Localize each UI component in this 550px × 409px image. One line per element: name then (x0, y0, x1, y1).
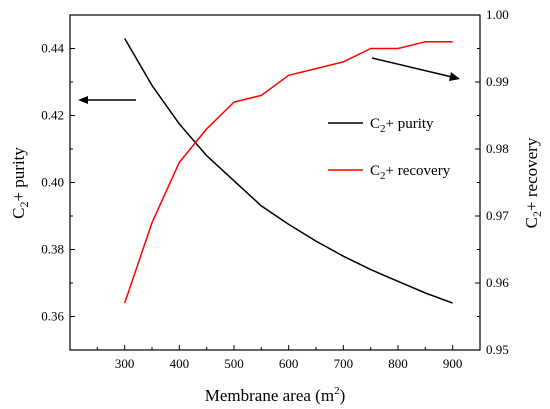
legend-label-purity: C2+ purity (370, 116, 434, 135)
left-y-tick-label: 0.44 (41, 41, 64, 56)
right-y-axis-ticks: 0.95 0.96 0.97 0.98 0.99 1.00 (475, 7, 509, 357)
legend-recovery-sub: 2 (380, 170, 386, 182)
axis-arrows (78, 57, 460, 104)
plot-frame (69, 14, 481, 351)
left-y-axis-label: C2+ purity (9, 147, 31, 219)
left-y-tick-label: 0.40 (41, 175, 64, 190)
left-y-axis-ticks: 0.36 0.38 0.40 0.42 0.44 (41, 14, 75, 351)
left-y-tick-label: 0.38 (41, 242, 64, 257)
left-arrow-head (78, 96, 88, 104)
legend: C2+ purity C2+ recovery (328, 116, 451, 182)
plot-area-border (69, 14, 481, 351)
x-tick-label: 300 (115, 356, 135, 371)
right-y-tick-label: 0.98 (486, 141, 509, 156)
right-y-label-sub: 2 (530, 211, 544, 217)
right-y-tick-label: 0.95 (486, 342, 509, 357)
right-y-tick-label: 0.97 (486, 208, 509, 223)
x-tick-label: 400 (170, 356, 190, 371)
series-layer (123, 38, 453, 304)
left-y-label-pre: C (9, 208, 28, 219)
x-tick-label: 500 (224, 356, 244, 371)
legend-recovery-pre: C (370, 163, 380, 179)
x-tick-label: 900 (443, 356, 463, 371)
recovery-series-line (123, 41, 453, 304)
right-y-axis-label: C2+ recovery (522, 137, 544, 228)
legend-recovery-post: + recovery (386, 163, 451, 179)
x-axis-label: Membrane area (m2) (205, 385, 346, 405)
legend-purity-pre: C (370, 116, 380, 132)
x-axis-label-sup: 2 (334, 385, 340, 397)
x-axis-ticks: 300 400 500 600 700 800 900 (96, 345, 481, 371)
left-y-label-sub: 2 (17, 202, 31, 208)
right-y-tick-label: 1.00 (486, 7, 509, 22)
left-y-tick-label: 0.42 (41, 108, 64, 123)
legend-purity-post: + purity (386, 116, 435, 132)
right-y-label-pre: C (522, 217, 541, 228)
right-y-tick-label: 0.96 (486, 275, 509, 290)
right-y-tick-label: 0.99 (486, 74, 509, 89)
right-y-label-post: + recovery (522, 137, 541, 211)
x-axis-label-end: ) (340, 386, 346, 405)
x-tick-label: 700 (334, 356, 354, 371)
purity-series-line (124, 38, 453, 304)
legend-purity-sub: 2 (380, 123, 386, 135)
left-y-tick-label: 0.36 (41, 309, 64, 324)
x-tick-label: 600 (279, 356, 299, 371)
x-axis-label-main: Membrane area (m (205, 386, 334, 405)
legend-label-recovery: C2+ recovery (370, 163, 451, 182)
right-arrow-head (449, 72, 460, 81)
left-y-label-post: + purity (9, 147, 28, 202)
x-tick-label: 800 (388, 356, 408, 371)
right-arrow-shaft (371, 57, 453, 78)
